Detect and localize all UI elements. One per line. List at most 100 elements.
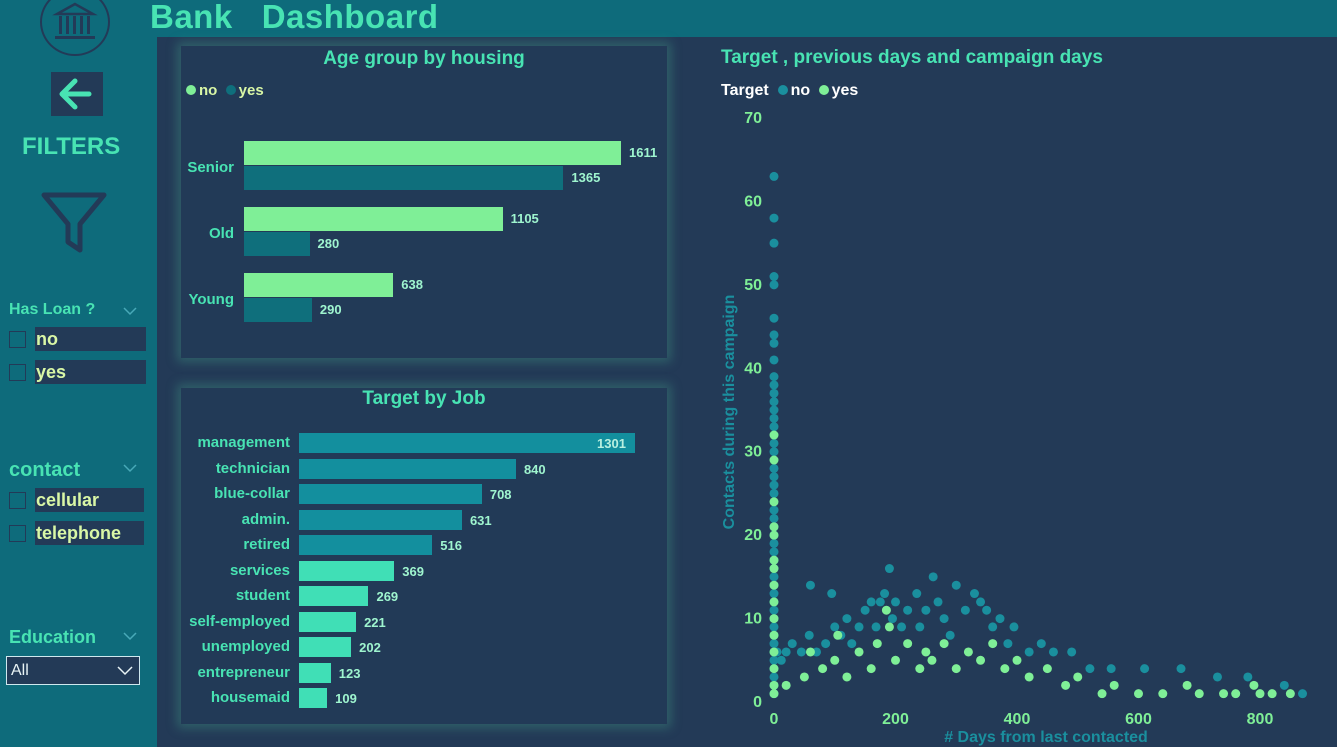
scatter-point-no	[769, 280, 779, 290]
bar-services[interactable]	[299, 560, 395, 581]
scatter-point-no	[842, 614, 852, 624]
scatter-point-no	[769, 380, 779, 390]
category-label: technician	[215, 459, 290, 477]
legend-marker-yes	[818, 85, 829, 95]
scatter-point-yes	[1097, 689, 1107, 699]
education-slicer-title: Education	[9, 627, 97, 647]
bar-entrepreneur[interactable]	[299, 662, 331, 683]
chevron-down-icon[interactable]	[122, 631, 138, 641]
bar-self-employed[interactable]	[299, 611, 357, 632]
scatter-point-yes	[988, 639, 998, 649]
scatter-point-no	[769, 513, 779, 523]
scatter-point-yes	[1219, 689, 1229, 699]
scatter-point-yes	[1042, 664, 1052, 674]
scatter-point-no	[1176, 664, 1186, 674]
scatter-point-no	[769, 505, 779, 515]
scatter-point-no	[897, 622, 907, 632]
bar-no[interactable]	[244, 207, 503, 231]
data-label: 280	[317, 236, 340, 251]
scatter-point-no	[976, 597, 986, 607]
data-label: 1105	[510, 211, 539, 226]
bar-no[interactable]	[244, 273, 394, 297]
category-label: services	[229, 561, 290, 579]
data-label: 1365	[571, 170, 601, 185]
scatter-point-yes	[1012, 655, 1022, 665]
scatter-point-yes	[830, 655, 840, 665]
option-label: no	[35, 327, 146, 351]
checkbox[interactable]	[9, 364, 26, 381]
scatter-point-no	[769, 572, 779, 582]
category-label: Senior	[187, 159, 234, 176]
chevron-down-icon[interactable]	[122, 463, 138, 473]
bar-yes[interactable]	[244, 298, 312, 322]
scatter-point-yes	[769, 530, 779, 540]
education-dropdown[interactable]: All	[6, 656, 140, 685]
bar-management[interactable]	[299, 433, 635, 453]
legend-marker-no	[186, 85, 196, 95]
scatter-point-no	[933, 597, 943, 607]
bar-blue-collar[interactable]	[299, 484, 482, 504]
scatter-point-no	[769, 639, 779, 649]
legend-marker-no	[777, 85, 788, 95]
scatter-point-no	[939, 614, 949, 624]
scatter-point-yes	[769, 630, 779, 640]
funnel-icon	[41, 192, 107, 253]
bar-yes[interactable]	[244, 232, 310, 256]
scatter-point-yes	[854, 647, 864, 657]
scatter-point-no	[769, 171, 779, 181]
bar-technician[interactable]	[299, 458, 516, 479]
scatter-point-no	[805, 580, 815, 590]
category-label: Young	[188, 291, 234, 308]
scatter-point-yes	[769, 680, 779, 690]
option-label: yes	[35, 360, 146, 384]
scatter-point-no	[1243, 672, 1253, 682]
scatter-point-no	[776, 655, 786, 665]
scatter-point-yes	[769, 689, 779, 699]
filter-sidebar: FILTERS Has Loan ? no yes contact cellul…	[0, 0, 157, 747]
scatter-point-yes	[1267, 689, 1277, 699]
y-tick-label: 0	[753, 694, 762, 711]
checkbox[interactable]	[9, 492, 26, 509]
category-label: self-employed	[189, 612, 290, 630]
scatter-point-no	[887, 614, 897, 624]
arrow-left-icon	[59, 78, 92, 110]
category-label: student	[235, 587, 290, 604]
data-label: 109	[335, 691, 357, 706]
scatter-point-yes	[1158, 689, 1168, 699]
scatter-point-no	[769, 605, 779, 615]
back-button[interactable]	[51, 72, 103, 116]
scatter-point-no	[769, 355, 779, 365]
bar-unemployed[interactable]	[299, 637, 352, 657]
scatter-point-yes	[769, 564, 779, 574]
scatter-point-no	[847, 639, 857, 649]
scatter-point-no	[875, 597, 885, 607]
data-label: 1301	[597, 436, 626, 451]
scatter-point-yes	[769, 430, 779, 440]
bar-retired[interactable]	[299, 535, 433, 555]
scatter-point-yes	[799, 672, 809, 682]
scatter-point-yes	[927, 655, 937, 665]
scatter-point-no	[769, 655, 779, 665]
data-label: 516	[440, 538, 462, 553]
bar-student[interactable]	[299, 586, 369, 606]
data-label: 269	[376, 589, 399, 604]
legend-marker-yes	[225, 85, 236, 95]
y-tick-label: 20	[744, 527, 762, 544]
checkbox[interactable]	[9, 331, 26, 348]
scatter-point-yes	[866, 664, 876, 674]
scatter-point-no	[769, 438, 779, 448]
checkbox[interactable]	[9, 525, 26, 542]
bar-housemaid[interactable]	[299, 688, 328, 708]
chevron-down-icon[interactable]	[122, 306, 138, 316]
scatter-point-yes	[1061, 680, 1071, 690]
scatter-point-no	[903, 605, 913, 615]
bar-no[interactable]	[244, 141, 621, 165]
scatter-point-no	[1212, 672, 1222, 682]
category-label: admin.	[241, 510, 290, 528]
bar-admin.[interactable]	[299, 509, 462, 530]
scatter-point-no	[769, 472, 779, 482]
bar-yes[interactable]	[244, 166, 564, 190]
scatter-point-no	[951, 580, 961, 590]
target-by-job-chart-card: Target by Job management 1301 technician 84…	[181, 388, 667, 724]
scatter-point-yes	[881, 605, 891, 615]
